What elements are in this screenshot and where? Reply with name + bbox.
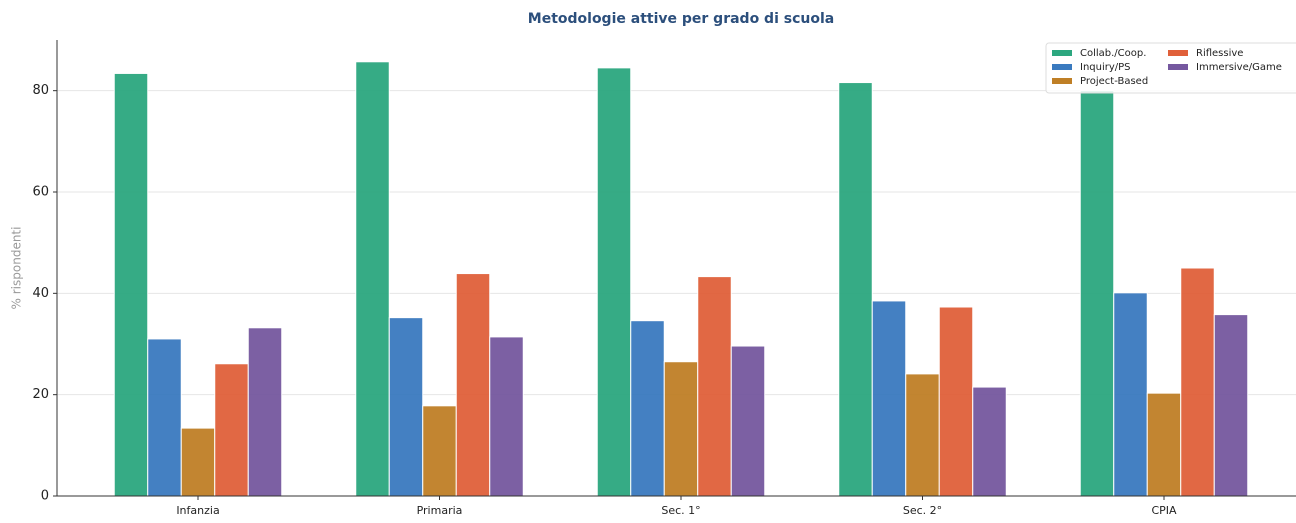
bar (730, 345, 766, 497)
bar (1213, 314, 1249, 497)
x-tick-label: Sec. 1° (661, 504, 700, 517)
x-tick-label: CPIA (1151, 504, 1177, 517)
bar (355, 61, 390, 497)
legend: Collab./Coop. Inquiry/PS Project-Based Rifl… (1045, 42, 1296, 94)
legend-swatch (1168, 64, 1188, 70)
y-tick-label: 20 (32, 387, 49, 402)
y-tick-label: 60 (32, 185, 49, 200)
bar (422, 405, 457, 497)
bar (214, 363, 249, 497)
legend-label: Riflessive (1196, 48, 1243, 59)
x-tick-label: Primaria (417, 504, 463, 517)
legend-swatch (1052, 64, 1072, 70)
bar (489, 336, 524, 497)
bar (938, 306, 974, 497)
bar (630, 320, 665, 497)
bar (697, 276, 732, 497)
bar (1180, 267, 1215, 497)
legend-swatch (1168, 50, 1188, 56)
bar (972, 386, 1007, 497)
y-tick-label: 40 (32, 286, 49, 301)
bar (147, 338, 182, 497)
bar (1079, 90, 1115, 497)
legend-swatch (1052, 78, 1072, 84)
legend-swatch (1052, 50, 1072, 56)
y-tick-label: 0 (41, 489, 49, 504)
y-axis-label: % rispondenti (10, 227, 24, 310)
bar (388, 317, 424, 497)
bar (596, 67, 632, 497)
bar (247, 327, 283, 497)
bar (1113, 292, 1148, 497)
legend-label: Project-Based (1080, 76, 1148, 87)
bar (180, 427, 216, 497)
bar (663, 361, 699, 497)
bar (871, 300, 907, 497)
bar (905, 373, 940, 497)
bar (113, 72, 149, 497)
legend-label: Inquiry/PS (1080, 62, 1131, 73)
legend-label: Immersive/Game (1196, 62, 1282, 73)
y-tick-label: 80 (32, 83, 49, 98)
chart-title: Metodologie attive per grado di scuola (528, 11, 834, 27)
bar (455, 273, 491, 497)
x-tick-label: Sec. 2° (903, 504, 942, 517)
bar (1146, 392, 1182, 497)
bar (838, 82, 873, 497)
legend-label: Collab./Coop. (1080, 48, 1146, 59)
x-tick-label: Infanzia (176, 504, 219, 517)
